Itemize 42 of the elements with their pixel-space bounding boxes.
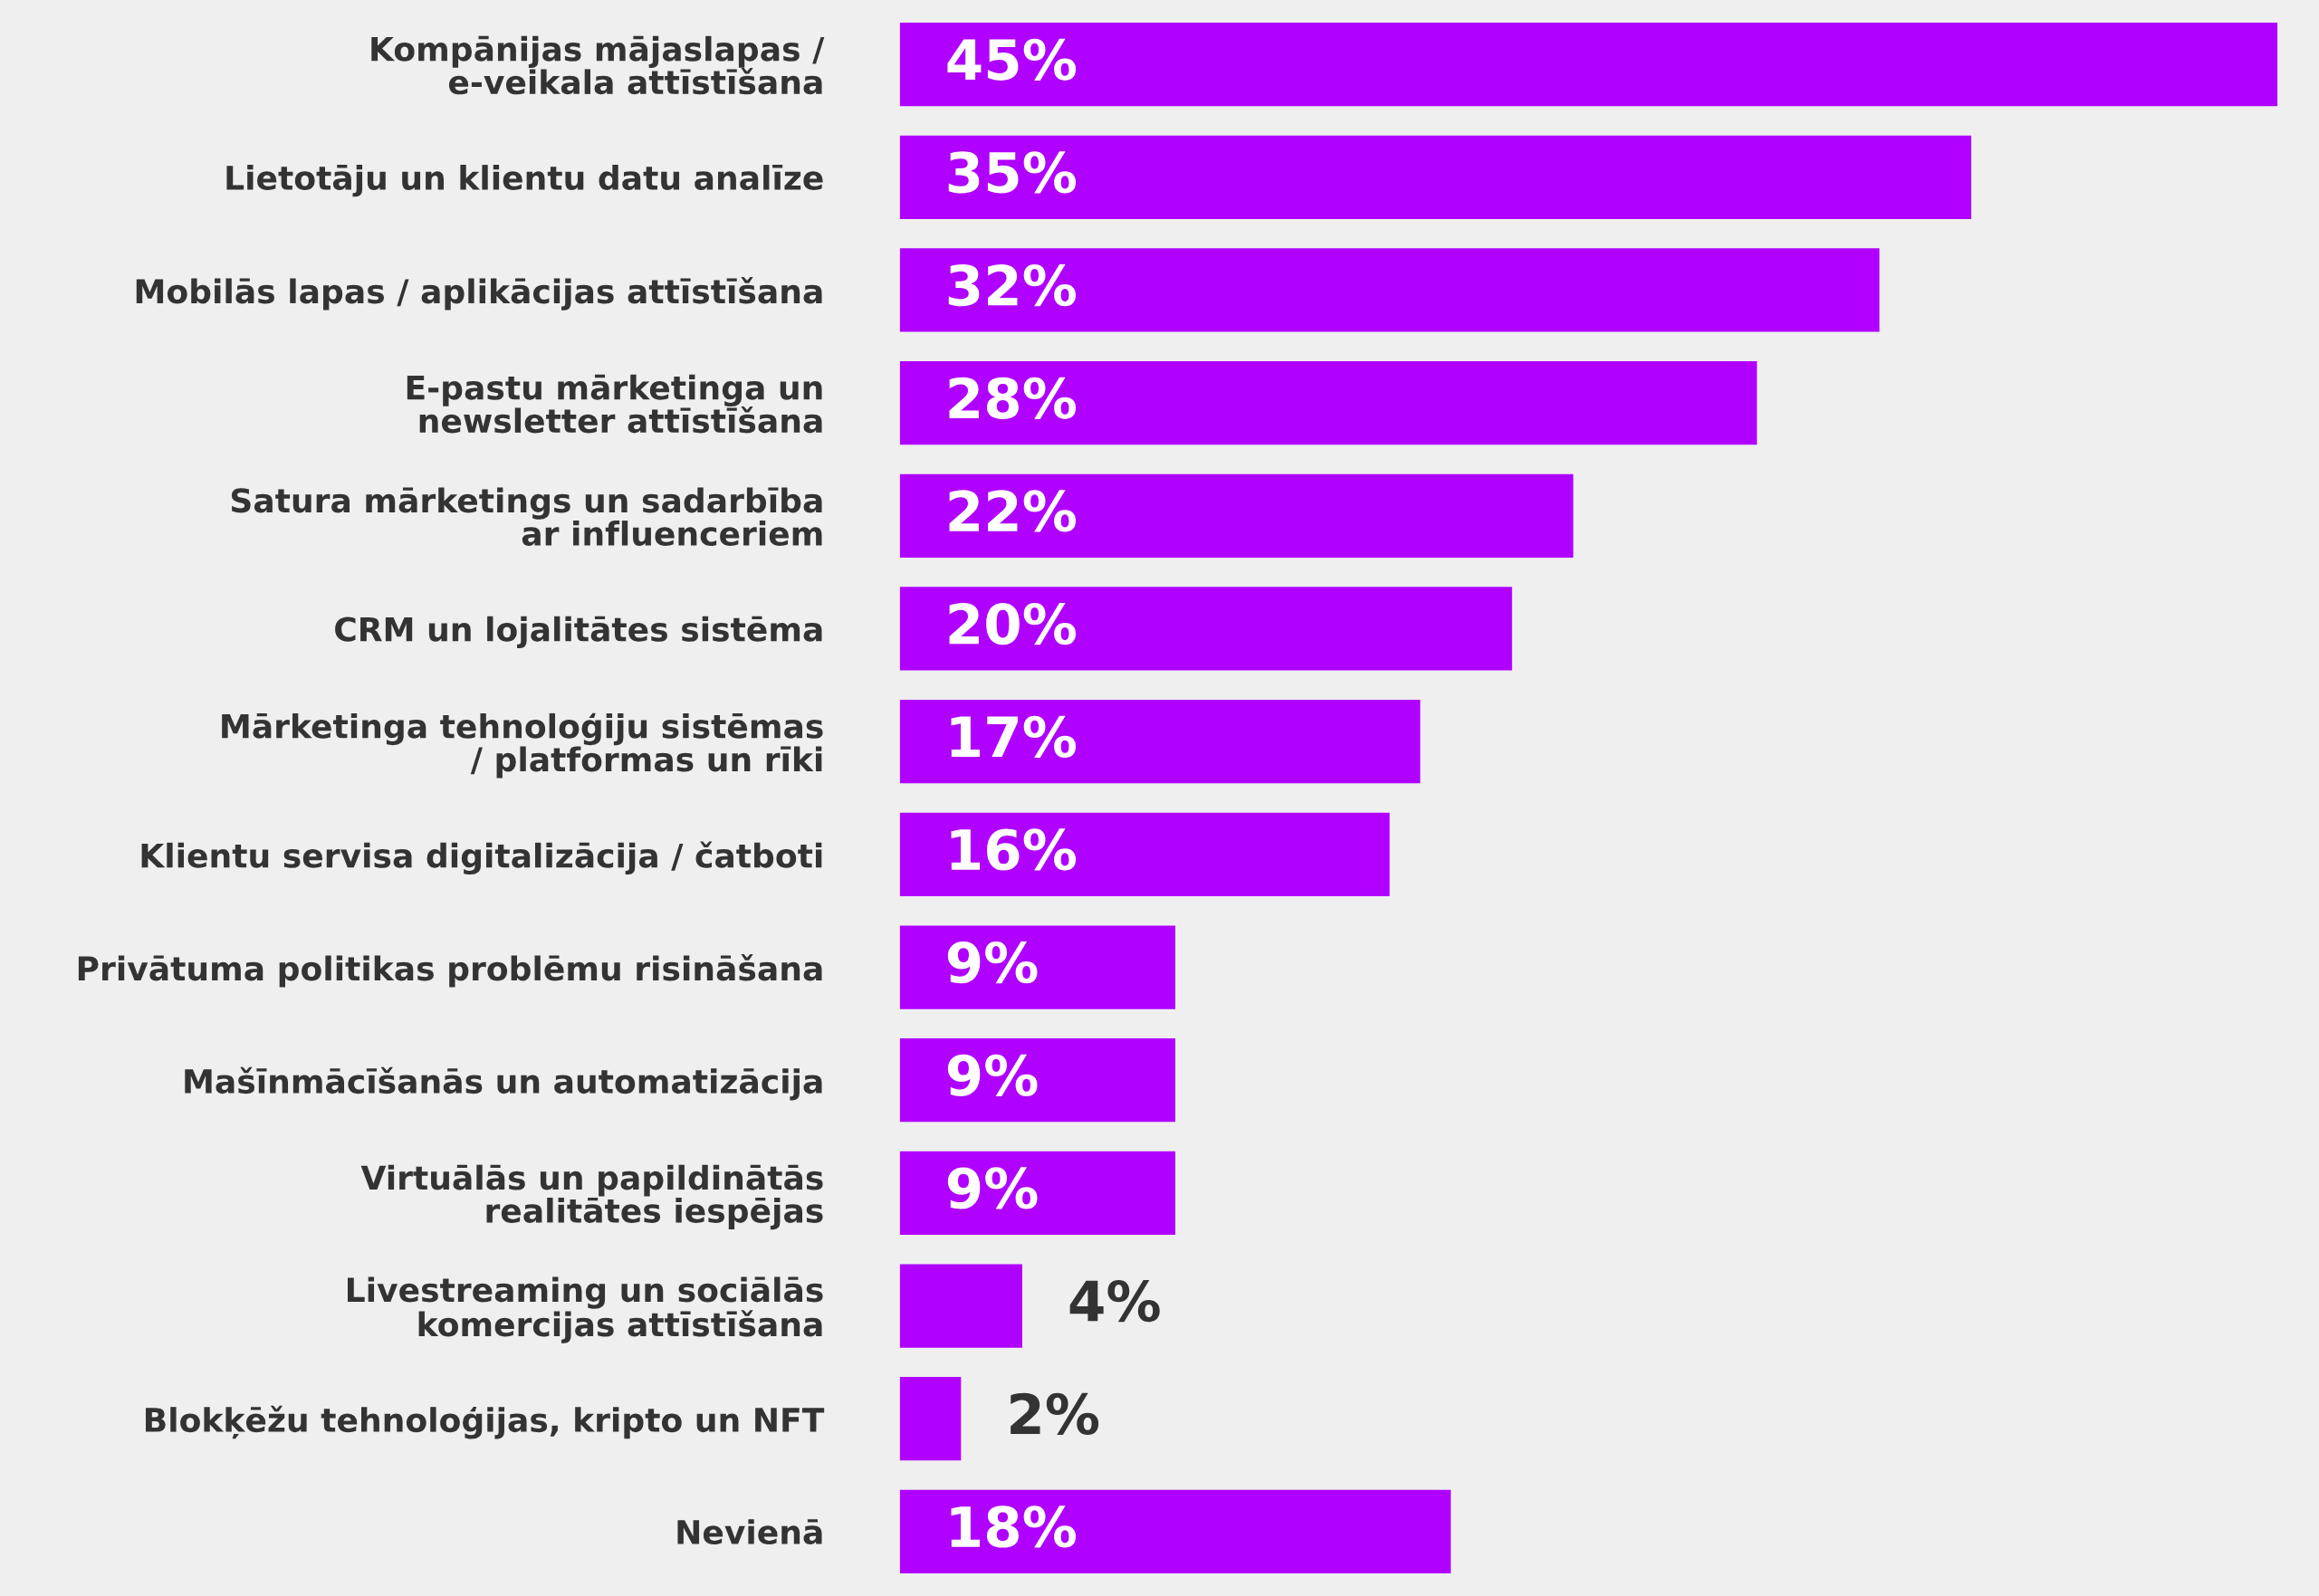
y-tick-label: Kompānijas mājaslapas / e-veikala attīstīšana xyxy=(371,35,825,95)
bar xyxy=(899,587,1512,671)
bar xyxy=(899,1377,962,1461)
bar xyxy=(899,1489,1452,1573)
y-tick-label: Satura mārketings un sadarbība ar influenceriem xyxy=(231,487,822,547)
y-tick-label: CRM un lojalitātes sistēma xyxy=(335,616,822,649)
data-label: 22% xyxy=(949,490,1076,532)
bar xyxy=(899,473,1574,558)
bar xyxy=(899,812,1390,896)
data-label: 2% xyxy=(1011,1392,1099,1435)
bar xyxy=(899,700,1421,784)
data-label: 17% xyxy=(951,715,1076,758)
y-tick-label: Klientu servisa digitalizācija / čatboti xyxy=(141,841,822,875)
data-label: 20% xyxy=(949,603,1076,645)
y-tick-label: Mobilās lapas / aplikācijas attīstīšana xyxy=(136,277,822,311)
y-tick-label: Livestreaming un sociālās komercijas attīstīšana xyxy=(347,1276,823,1343)
y-tick-label: Blokķēžu tehnoloģijas, kripto un NFT xyxy=(146,1405,825,1439)
y-tick-label: Mārketinga tehnoloģiju sistēmas / platformas un rīki xyxy=(222,712,823,779)
bar xyxy=(899,248,1880,332)
y-tick-label: E-pastu mārketinga un newsletter attīstīšana xyxy=(407,374,822,434)
data-label: 35% xyxy=(948,151,1076,194)
bar xyxy=(899,135,1971,219)
data-label: 16% xyxy=(951,828,1076,871)
bar xyxy=(899,925,1175,1009)
bar xyxy=(899,23,2278,107)
data-label: 9% xyxy=(947,941,1038,984)
y-tick-label: Lietotāju un klientu datu analīze xyxy=(226,165,823,197)
bar xyxy=(899,1264,1022,1348)
data-label: 28% xyxy=(949,377,1076,419)
y-tick-label: Nevienā xyxy=(677,1519,822,1545)
bar xyxy=(899,1038,1175,1123)
bar xyxy=(899,1151,1175,1235)
y-tick-label: Virtuālās un papildinātās realitātes iespējas xyxy=(360,1164,823,1230)
data-label: 9% xyxy=(947,1167,1038,1209)
y-tick-label: Mašīnmācīšanās un automatizācija xyxy=(185,1066,822,1101)
data-label: 18% xyxy=(951,1505,1076,1548)
y-tick-label: Privātuma politikas problēmu risināšana xyxy=(78,954,822,988)
bar xyxy=(899,361,1758,445)
data-label: 32% xyxy=(948,264,1076,307)
data-label: 45% xyxy=(947,38,1076,81)
data-label: 9% xyxy=(947,1054,1038,1096)
data-label: 4% xyxy=(1069,1280,1160,1323)
